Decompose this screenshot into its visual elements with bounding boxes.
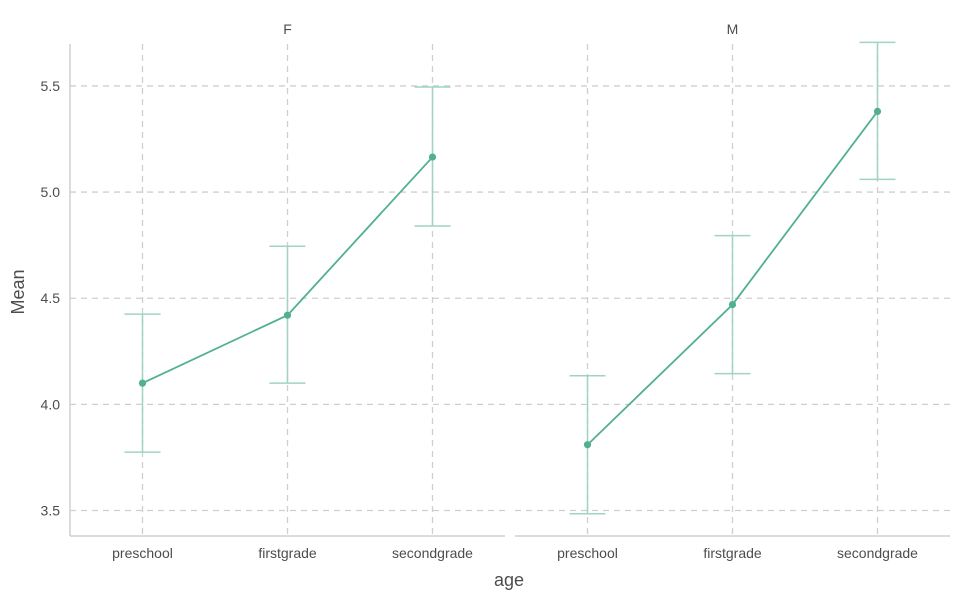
y-tick-label: 4.0	[41, 396, 61, 412]
x-tick-label: firstgrade	[703, 545, 762, 561]
data-point	[873, 107, 882, 116]
y-tick-label: 5.0	[41, 184, 61, 200]
x-tick-label: preschool	[112, 545, 173, 561]
x-tick-label: secondgrade	[837, 545, 918, 561]
data-point	[428, 153, 437, 161]
facet-label-M: M	[727, 21, 739, 37]
facet-label-F: F	[283, 21, 292, 37]
data-point	[583, 441, 592, 449]
y-tick-label: 3.5	[41, 503, 61, 519]
x-tick-label: preschool	[557, 545, 618, 561]
x-tick-label: firstgrade	[258, 545, 317, 561]
y-tick-label: 5.5	[41, 78, 61, 94]
data-point	[283, 311, 292, 319]
y-tick-label: 4.5	[41, 290, 61, 306]
data-point	[138, 379, 147, 387]
x-tick-label: secondgrade	[392, 545, 473, 561]
x-axis-title: age	[494, 570, 524, 590]
y-axis-title: Mean	[8, 269, 28, 314]
data-point	[728, 300, 737, 309]
